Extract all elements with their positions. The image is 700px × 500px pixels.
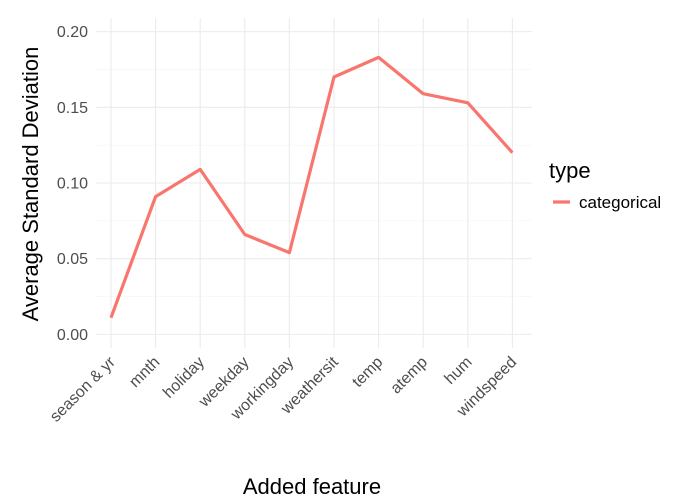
y-tick-label: 0.15 xyxy=(57,100,88,117)
y-axis-title: Average Standard Deviation xyxy=(18,47,43,322)
y-tick-label: 0.20 xyxy=(57,24,88,41)
y-tick-labels: 0.00 0.05 0.10 0.15 0.20 xyxy=(57,24,88,344)
x-tick-label: mnth xyxy=(126,354,163,391)
legend-label: categorical xyxy=(579,193,661,212)
series-line-categorical xyxy=(109,55,514,319)
y-tick-label: 0.05 xyxy=(57,251,88,268)
grid xyxy=(96,18,532,348)
x-tick-label: hum xyxy=(442,354,476,388)
legend-title: type xyxy=(549,158,591,183)
series-layer xyxy=(109,55,514,319)
x-tick-label: temp xyxy=(349,354,386,391)
x-tick-label: season & yr xyxy=(47,353,119,425)
x-axis-title: Added feature xyxy=(243,474,381,499)
x-tick-labels: season & yr mnthholidayweekdayworkingdayw… xyxy=(47,353,520,425)
legend: type categorical xyxy=(549,158,661,212)
y-tick-label: 0.10 xyxy=(57,176,88,193)
y-tick-label: 0.00 xyxy=(57,327,88,344)
x-tick-label: atemp xyxy=(388,354,432,398)
